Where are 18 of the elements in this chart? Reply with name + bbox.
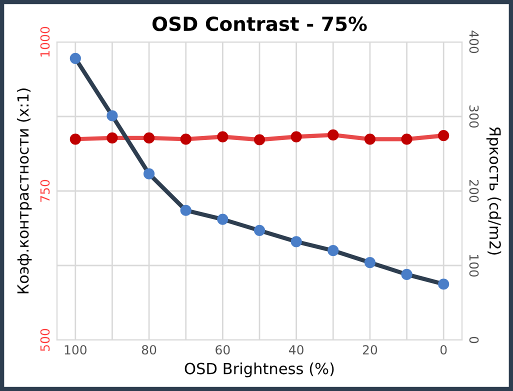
y-tick-label: 750: [40, 180, 50, 202]
x-tick-label: 20: [362, 345, 378, 355]
y-axis-title: Коэф.контрастности (x:1): [16, 88, 32, 294]
x-tick-label: 0: [440, 345, 447, 355]
y-tick-label: 500: [40, 328, 50, 351]
y2-axis-title: Яркость (cd/m2): [486, 127, 502, 255]
y-tick-label: 1000: [40, 26, 50, 57]
x-tick-label: 40: [288, 345, 304, 355]
x-tick-label: 80: [142, 345, 156, 355]
y2-tick-label: 300: [469, 106, 479, 128]
chart-title: OSD Contrast - 75%: [152, 16, 367, 32]
x-tick-label: 100: [64, 345, 87, 355]
y2-tick-label: 200: [469, 180, 479, 202]
x-axis-title: OSD Brightness (%): [184, 362, 334, 378]
x-tick-label: 60: [216, 345, 230, 355]
y2-tick-label: 400: [469, 30, 479, 54]
y2-tick-label: 100: [469, 254, 479, 277]
y2-tick-label: 0: [469, 336, 479, 344]
